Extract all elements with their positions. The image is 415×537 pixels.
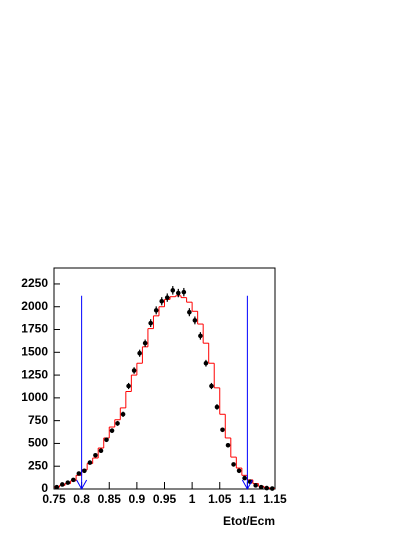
data-point	[181, 289, 187, 295]
x-tick-label: 0.9	[129, 492, 146, 506]
y-tick-label: 1000	[21, 390, 48, 404]
data-point	[142, 340, 148, 346]
data-point	[126, 383, 131, 389]
x-tick-label: 1.05	[208, 492, 232, 506]
x-axis-title: Etot/Ecm	[223, 514, 275, 528]
data-point	[176, 290, 181, 296]
data-point	[187, 309, 192, 315]
data-point	[164, 295, 170, 300]
y-tick-label: 2250	[21, 276, 48, 290]
data-point	[236, 468, 242, 474]
y-tick-label: 1250	[21, 367, 48, 381]
cut-arrow	[76, 479, 88, 491]
cut-arrow	[241, 479, 253, 491]
data-point	[71, 477, 76, 483]
data-point	[242, 475, 247, 481]
data-point	[87, 460, 93, 465]
y-tick-label: 0	[41, 481, 48, 495]
y-tick-label: 250	[28, 458, 48, 472]
y-tick-label: 500	[28, 436, 48, 450]
data-point	[115, 421, 120, 426]
data-point	[104, 437, 109, 443]
data-point	[76, 471, 82, 476]
x-tick-label: 0.95	[153, 492, 177, 506]
y-tick-label: 1500	[21, 344, 48, 358]
x-tick-label: 0.8	[73, 492, 90, 506]
data-point	[153, 308, 159, 313]
data-point	[82, 468, 87, 474]
data-point	[98, 448, 104, 454]
x-tick-label: 0.75	[42, 492, 66, 506]
data-point	[231, 462, 236, 467]
x-tick-label: 1.15	[263, 492, 287, 506]
data-point	[225, 442, 231, 448]
data-point	[148, 320, 153, 326]
data-point	[203, 360, 209, 366]
y-tick-label: 750	[28, 413, 48, 427]
data-point	[220, 427, 225, 433]
data-point	[65, 480, 71, 485]
data-point	[131, 368, 137, 373]
x-tick-label: 1	[189, 492, 196, 506]
x-tick-label: 1.1	[239, 492, 256, 506]
y-tick-label: 1750	[21, 322, 48, 336]
x-tick-label: 0.85	[98, 492, 122, 506]
data-point	[93, 452, 98, 458]
data-point	[120, 411, 126, 417]
data-point	[170, 288, 176, 293]
data-point	[258, 484, 264, 490]
data-point	[214, 404, 220, 410]
y-tick-label: 2000	[21, 299, 48, 313]
data-point	[109, 428, 115, 433]
data-point	[59, 482, 65, 487]
data-point	[54, 484, 60, 490]
data-point	[209, 383, 214, 389]
data-point	[253, 483, 258, 488]
data-point	[269, 486, 275, 491]
data-point	[137, 350, 142, 356]
data-point	[264, 485, 270, 491]
data-point	[159, 298, 165, 304]
data-point	[198, 333, 203, 339]
data-point	[192, 318, 198, 323]
